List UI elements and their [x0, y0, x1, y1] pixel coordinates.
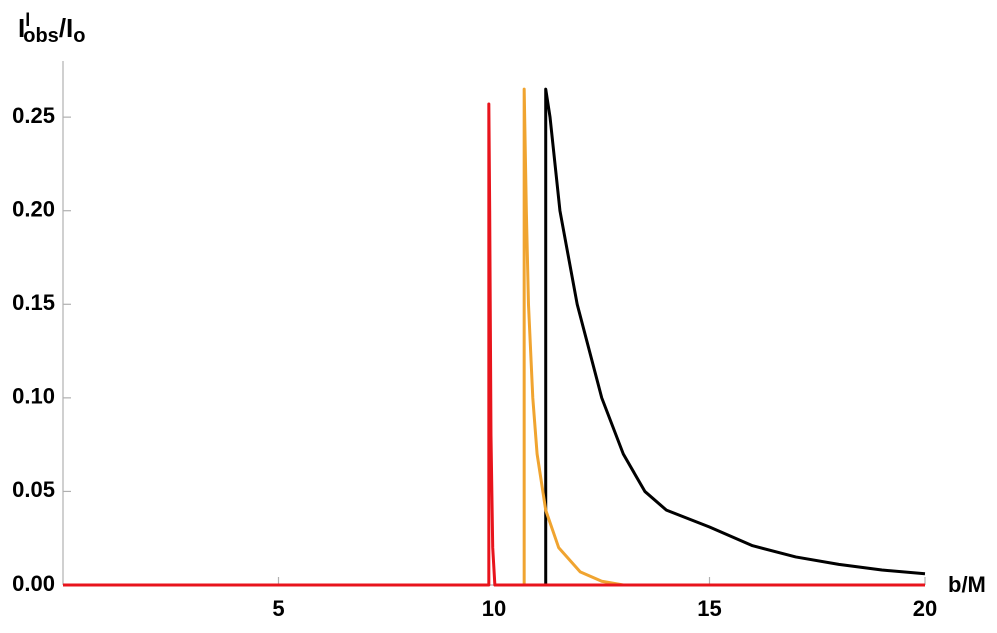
ylabel-sub: obs — [23, 25, 59, 47]
ylabel-rest-sub: o — [73, 25, 85, 47]
ylabel-sup: l — [25, 10, 30, 30]
ylabel-rest: /I — [59, 13, 73, 43]
x-tick-label: 5 — [272, 596, 284, 621]
x-axis-label: b/M — [948, 572, 986, 597]
ylabel-base: I — [18, 13, 25, 43]
y-axis-label: Il obs/Io — [18, 10, 85, 48]
y-tick-label: 0.00 — [12, 571, 55, 596]
y-tick-label: 0.25 — [12, 103, 55, 128]
line-series — [522, 87, 925, 587]
x-tick-label: 20 — [913, 596, 937, 621]
x-tick-label: 15 — [697, 596, 721, 621]
y-tick-label: 0.20 — [12, 197, 55, 222]
line-series — [544, 87, 926, 585]
line-series — [63, 102, 925, 587]
x-tick-label: 10 — [482, 596, 506, 621]
y-tick-label: 0.05 — [12, 477, 55, 502]
y-tick-label: 0.10 — [12, 384, 55, 409]
y-tick-label: 0.15 — [12, 290, 55, 315]
